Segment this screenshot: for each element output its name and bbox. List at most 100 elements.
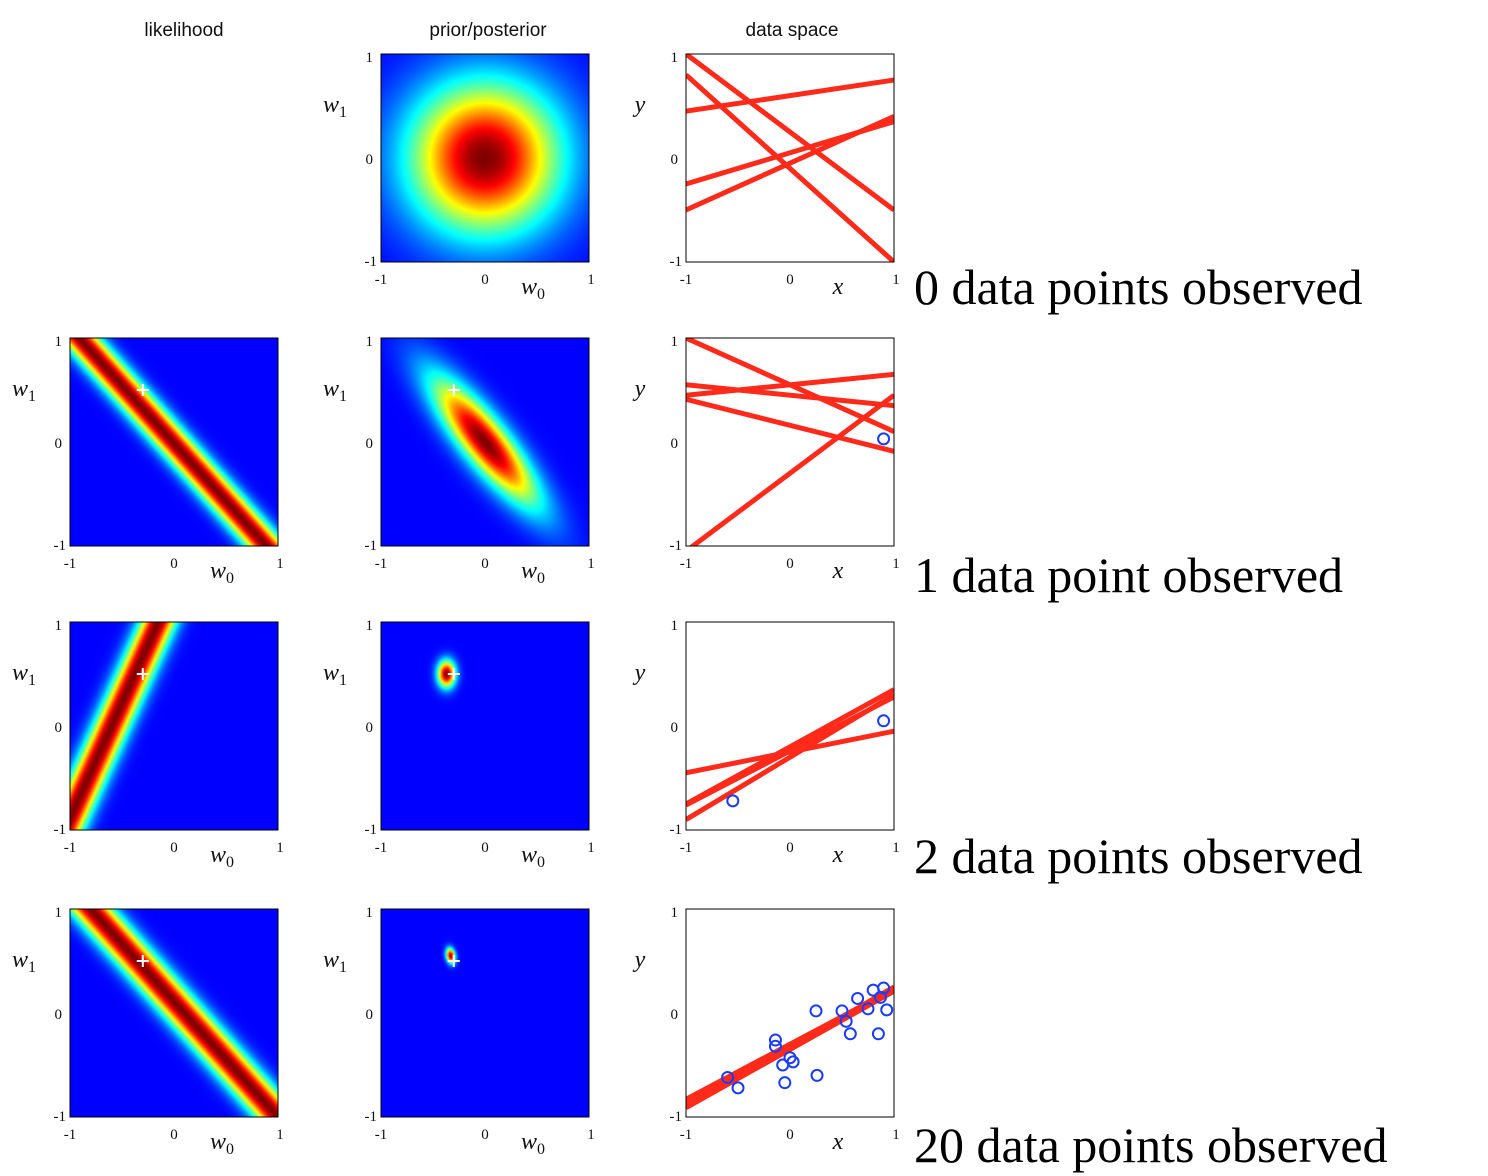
sample-line <box>686 728 894 776</box>
y-tick-label: 0 <box>671 152 679 168</box>
x-axis-label: w0 <box>210 558 234 587</box>
y-tick-label: 1 <box>366 618 374 634</box>
x-tick-label: 1 <box>587 556 595 572</box>
y-tick-label: 1 <box>366 334 374 350</box>
plot-frame <box>380 337 590 547</box>
plot-background <box>686 54 894 262</box>
x-tick-label: -1 <box>680 1127 693 1143</box>
likelihood-heatmap <box>70 909 278 1117</box>
y-axis-label: w1 <box>323 660 347 689</box>
column-title-prior-posterior: prior/posterior <box>429 20 547 41</box>
data-point <box>861 1002 875 1016</box>
likelihood-panel: 1 0 -1 -1 0 1 w1 w0 <box>12 905 284 1158</box>
x-tick-label: -1 <box>375 556 388 572</box>
likelihood-panel: 1 0 -1 -1 0 1 w1 w0 <box>12 334 284 587</box>
row-caption: 1 data point observed <box>914 547 1343 603</box>
row-caption: 0 data points observed <box>914 259 1363 315</box>
y-axis-label: w1 <box>12 660 36 689</box>
likelihood-heatmap <box>70 622 278 830</box>
true-parameter-marker <box>447 384 460 396</box>
y-tick-label: -1 <box>54 1109 67 1125</box>
y-axis-label: y <box>633 92 646 118</box>
plot-frame <box>685 337 895 547</box>
posterior-heatmap <box>381 338 589 546</box>
x-tick-label: -1 <box>680 840 693 856</box>
data-space-panel: 1 0 -1 -1 0 1 y x <box>633 618 900 868</box>
x-tick-label: -1 <box>64 840 77 856</box>
x-axis-label: x <box>832 274 844 300</box>
likelihood-heatmap <box>70 338 278 546</box>
y-tick-label: -1 <box>365 822 378 838</box>
x-axis-label: w0 <box>521 842 545 871</box>
data-point <box>731 1081 745 1095</box>
column-title-likelihood: likelihood <box>144 20 223 41</box>
sample-line <box>688 393 894 546</box>
true-parameter-marker <box>136 955 149 967</box>
posterior-heatmap <box>381 909 589 1117</box>
data-point <box>871 1027 885 1041</box>
sample-line <box>686 54 894 212</box>
y-tick-label: -1 <box>670 1109 683 1125</box>
y-axis-label: w1 <box>12 376 36 405</box>
likelihood-panel: 1 0 -1 -1 0 1 w1 w0 <box>12 618 284 871</box>
plot-frame <box>685 908 895 1118</box>
y-tick-label: -1 <box>670 538 683 554</box>
x-tick-label: 0 <box>786 1127 794 1143</box>
data-point <box>809 1004 823 1018</box>
data-point <box>839 1014 853 1028</box>
sample-line <box>686 984 894 1110</box>
sample-line <box>686 396 894 454</box>
data-point <box>851 991 865 1005</box>
y-tick-label: -1 <box>670 822 683 838</box>
x-tick-label: 0 <box>481 272 489 288</box>
row-caption: 20 data points observed <box>914 1117 1388 1173</box>
y-tick-label: 1 <box>55 334 63 350</box>
y-tick-label: 0 <box>671 1007 679 1023</box>
y-axis-label: w1 <box>12 947 36 976</box>
x-axis-label: w0 <box>521 274 545 303</box>
sample-lines <box>686 338 894 546</box>
data-point <box>880 1003 894 1017</box>
x-tick-label: 1 <box>892 1127 900 1143</box>
x-tick-label: 1 <box>587 1127 595 1143</box>
x-tick-label: 1 <box>276 1127 284 1143</box>
y-tick-label: 0 <box>366 152 374 168</box>
data-space-panel: 1 0 -1 -1 0 1 y x <box>633 50 900 300</box>
y-tick-label: 1 <box>671 334 679 350</box>
y-tick-label: 0 <box>366 1007 374 1023</box>
y-tick-label: 1 <box>366 50 374 66</box>
x-tick-label: -1 <box>680 272 693 288</box>
x-tick-label: 0 <box>786 840 794 856</box>
x-tick-label: -1 <box>680 556 693 572</box>
x-tick-label: -1 <box>64 1127 77 1143</box>
y-tick-label: -1 <box>54 822 67 838</box>
x-tick-label: 1 <box>276 840 284 856</box>
x-axis-label: x <box>832 558 844 584</box>
x-tick-label: 1 <box>892 272 900 288</box>
x-tick-label: 1 <box>587 840 595 856</box>
x-tick-label: 0 <box>786 556 794 572</box>
y-axis-label: w1 <box>323 947 347 976</box>
posterior-panel: 1 0 -1 -1 0 1 w1 w0 <box>323 50 595 303</box>
y-tick-label: 0 <box>55 1007 63 1023</box>
y-tick-label: 0 <box>55 720 63 736</box>
y-tick-label: 0 <box>671 720 679 736</box>
x-axis-label: w0 <box>210 1129 234 1158</box>
y-tick-label: 1 <box>671 618 679 634</box>
data-point <box>843 1027 857 1041</box>
data-point <box>721 1070 735 1084</box>
x-axis-label: w0 <box>210 842 234 871</box>
x-tick-label: 0 <box>170 1127 178 1143</box>
sample-line <box>686 114 894 213</box>
data-point <box>877 981 891 995</box>
x-tick-label: 0 <box>481 840 489 856</box>
column-title-data-space: data space <box>746 20 839 41</box>
data-point <box>768 1039 782 1053</box>
x-tick-label: -1 <box>375 272 388 288</box>
x-tick-label: 0 <box>786 272 794 288</box>
x-axis-label: x <box>832 1129 844 1155</box>
x-tick-label: 0 <box>481 556 489 572</box>
data-point <box>786 1055 800 1069</box>
y-tick-label: 1 <box>55 618 63 634</box>
